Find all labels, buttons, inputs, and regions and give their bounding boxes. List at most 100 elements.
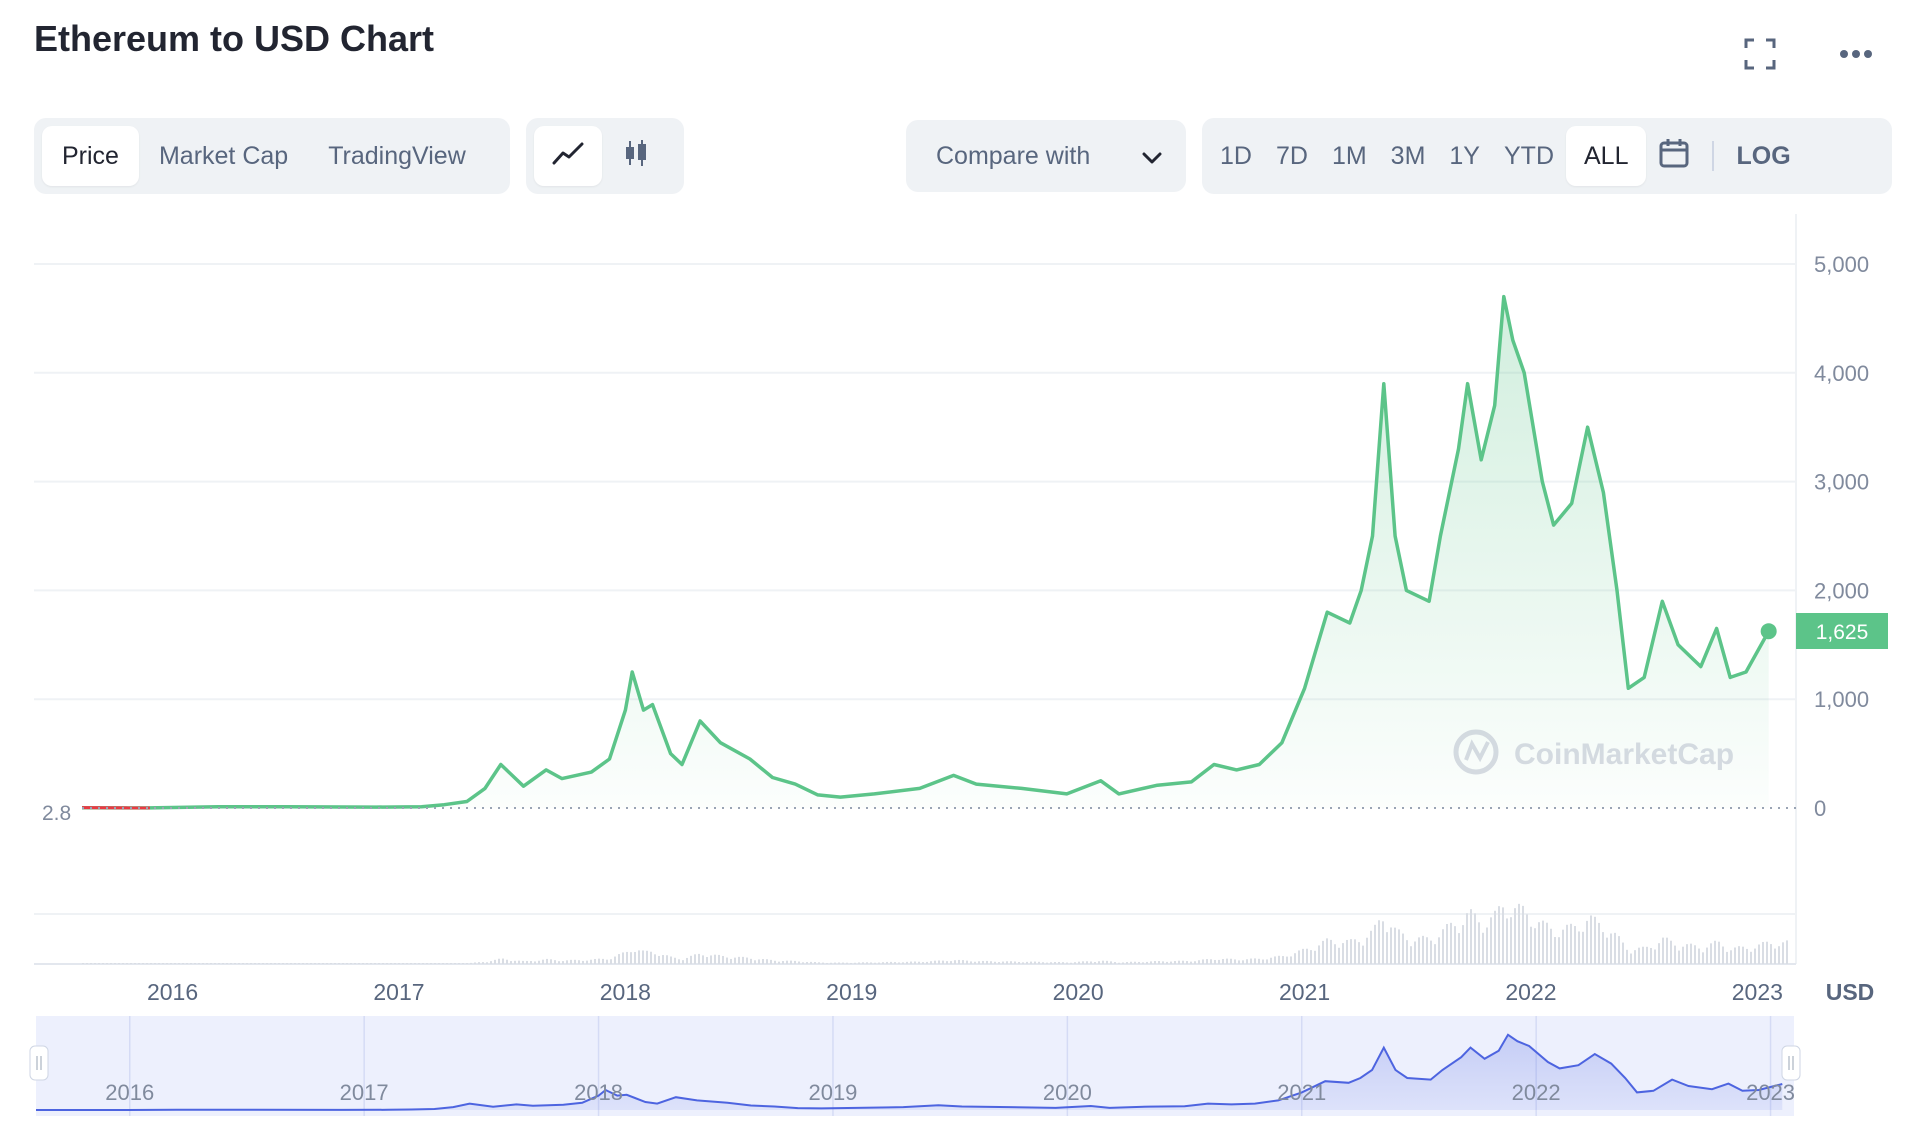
- range-1m[interactable]: 1M: [1331, 141, 1367, 170]
- volume-bar: [762, 959, 764, 964]
- tab-market-cap[interactable]: Market Cap: [158, 141, 289, 170]
- volume-bar: [334, 963, 336, 964]
- range-1d[interactable]: 1D: [1220, 141, 1252, 170]
- compare-with-dropdown[interactable]: Compare with: [906, 120, 1186, 192]
- volume-bar: [1334, 944, 1336, 964]
- volume-bar: [386, 963, 388, 964]
- volume-bar: [798, 961, 800, 964]
- tab-tradingview[interactable]: TradingView: [328, 141, 466, 170]
- volume-bar: [1154, 961, 1156, 964]
- volume-bar: [1210, 959, 1212, 964]
- y-tick-label: 3,000: [1814, 470, 1869, 495]
- volume-bar: [326, 963, 328, 964]
- volume-bar: [350, 963, 352, 964]
- volume-bar: [1474, 913, 1476, 964]
- volume-bar: [778, 961, 780, 964]
- navigator-line: [36, 1033, 1783, 1111]
- volume-bar: [1442, 929, 1444, 964]
- volume-bar: [1390, 927, 1392, 964]
- navigator-right-handle[interactable]: [1781, 1045, 1801, 1081]
- volume-bar: [238, 963, 240, 964]
- volume-bar: [886, 961, 888, 964]
- volume-bar: [822, 962, 824, 964]
- volume-bar: [730, 958, 732, 964]
- volume-bar: [1506, 918, 1508, 964]
- volume-bar: [514, 960, 516, 964]
- candlestick-button[interactable]: [602, 126, 670, 186]
- volume-bar: [122, 963, 124, 964]
- volume-bar: [1110, 961, 1112, 964]
- range-ytd[interactable]: YTD: [1504, 141, 1554, 170]
- volume-bar: [1530, 926, 1532, 964]
- volume-bar: [1226, 958, 1228, 964]
- volume-bar: [666, 955, 668, 964]
- volume-bar: [378, 963, 380, 964]
- volume-bar: [1738, 946, 1740, 964]
- volume-bar: [1498, 906, 1500, 964]
- calendar-button[interactable]: [1646, 126, 1702, 186]
- volume-bar: [90, 963, 92, 964]
- volume-bar: [1258, 958, 1260, 964]
- volume-bar: [1362, 945, 1364, 964]
- volume-bar: [758, 959, 760, 964]
- volume-bar: [1742, 946, 1744, 964]
- range-1y[interactable]: 1Y: [1449, 141, 1480, 170]
- volume-bar: [1438, 937, 1440, 964]
- volume-bar: [534, 961, 536, 964]
- page-title: Ethereum to USD Chart: [34, 18, 435, 59]
- volume-bar: [1102, 960, 1104, 964]
- range-all[interactable]: ALL: [1566, 126, 1647, 186]
- volume-bar: [282, 963, 284, 964]
- volume-bar: [1670, 940, 1672, 964]
- volume-bar: [1446, 924, 1448, 964]
- line-chart-button[interactable]: [534, 126, 602, 186]
- volume-bar: [706, 957, 708, 964]
- volume-bar: [526, 960, 528, 964]
- volume-bar: [1494, 910, 1496, 964]
- volume-bar: [194, 963, 196, 964]
- volume-bar: [650, 951, 652, 964]
- volume-bar: [1562, 929, 1564, 964]
- navigator-left-handle[interactable]: [29, 1045, 49, 1081]
- volume-bar: [774, 960, 776, 964]
- tab-price[interactable]: Price: [42, 126, 139, 186]
- volume-bar: [1582, 931, 1584, 964]
- volume-bar: [1454, 926, 1456, 964]
- current-price-dot: [1760, 623, 1777, 640]
- volume-bar: [178, 963, 180, 964]
- volume-bar: [470, 962, 472, 964]
- volume-bar: [1626, 949, 1628, 964]
- volume-bar: [1598, 922, 1600, 964]
- volume-bar: [1682, 946, 1684, 964]
- y-tick-label: 0: [1814, 796, 1826, 821]
- volume-bar: [158, 963, 160, 964]
- volume-bar: [646, 950, 648, 964]
- more-dots-icon[interactable]: [1832, 30, 1880, 78]
- currency-label: USD: [1826, 979, 1875, 1005]
- volume-bar: [810, 961, 812, 964]
- volume-bar: [266, 963, 268, 964]
- range-7d[interactable]: 7D: [1275, 141, 1308, 170]
- volume-bar: [570, 959, 572, 964]
- volume-bar: [414, 963, 416, 964]
- volume-bar: [502, 958, 504, 964]
- volume-bar: [1594, 916, 1596, 964]
- volume-bar: [1066, 962, 1068, 964]
- volume-bar: [230, 963, 232, 964]
- volume-bar: [1174, 961, 1176, 964]
- volume-bar: [462, 963, 464, 964]
- volume-bar: [130, 963, 132, 964]
- volume-bar: [630, 952, 632, 964]
- fullscreen-icon[interactable]: [1736, 30, 1784, 78]
- range-3m[interactable]: 3M: [1390, 141, 1426, 170]
- volume-bar: [1062, 962, 1064, 964]
- volume-bar: [1638, 947, 1640, 964]
- volume-bar: [242, 963, 244, 964]
- volume-bar: [1578, 931, 1580, 964]
- volume-bar: [1630, 953, 1632, 964]
- log-toggle[interactable]: LOG: [1736, 141, 1791, 170]
- volume-bar: [410, 963, 412, 964]
- volume-bar: [530, 961, 532, 964]
- volume-bar: [1106, 960, 1108, 964]
